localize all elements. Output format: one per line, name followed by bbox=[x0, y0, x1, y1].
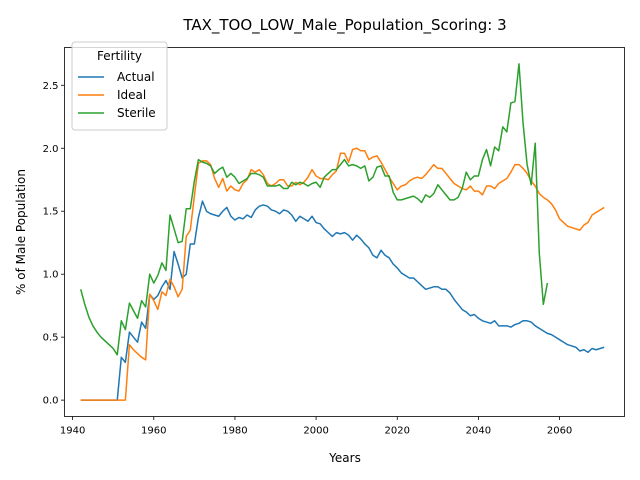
x-axis-label: Years bbox=[328, 451, 361, 465]
plot-frame bbox=[64, 47, 625, 417]
chart-title: TAX_TOO_LOW_Male_Population_Scoring: 3 bbox=[182, 16, 506, 35]
y-axis: 0.0 0.5 1.0 1.5 2.0 2.5 bbox=[43, 81, 65, 407]
x-tick-label: 2040 bbox=[466, 426, 491, 437]
x-tick-label: 1940 bbox=[60, 426, 85, 437]
series-line-ideal bbox=[80, 147, 605, 401]
series-line-sterile bbox=[80, 63, 549, 356]
y-tick-label: 1.0 bbox=[43, 270, 59, 281]
legend-label-sterile: Sterile bbox=[117, 106, 156, 120]
x-tick-label: 1980 bbox=[222, 426, 247, 437]
x-axis: 1940 1960 1980 2000 2020 2040 2060 bbox=[60, 416, 572, 437]
y-tick-label: 2.0 bbox=[43, 144, 59, 155]
legend: Fertility Actual Ideal Sterile bbox=[71, 41, 168, 131]
x-tick-label: 2060 bbox=[547, 426, 572, 437]
legend-label-ideal: Ideal bbox=[117, 88, 146, 102]
x-tick-label: 2020 bbox=[385, 426, 410, 437]
x-tick-label: 1960 bbox=[141, 426, 166, 437]
legend-box bbox=[71, 41, 168, 131]
legend-label-actual: Actual bbox=[117, 70, 155, 84]
y-tick-label: 2.5 bbox=[43, 81, 59, 92]
y-tick-label: 0.5 bbox=[43, 333, 59, 344]
x-tick-label: 2000 bbox=[303, 426, 328, 437]
y-axis-label: % of Male Population bbox=[14, 169, 28, 295]
y-tick-label: 0.0 bbox=[43, 396, 59, 407]
y-tick-label: 1.5 bbox=[43, 207, 59, 218]
series-layer bbox=[80, 63, 605, 401]
legend-title: Fertility bbox=[97, 49, 142, 63]
